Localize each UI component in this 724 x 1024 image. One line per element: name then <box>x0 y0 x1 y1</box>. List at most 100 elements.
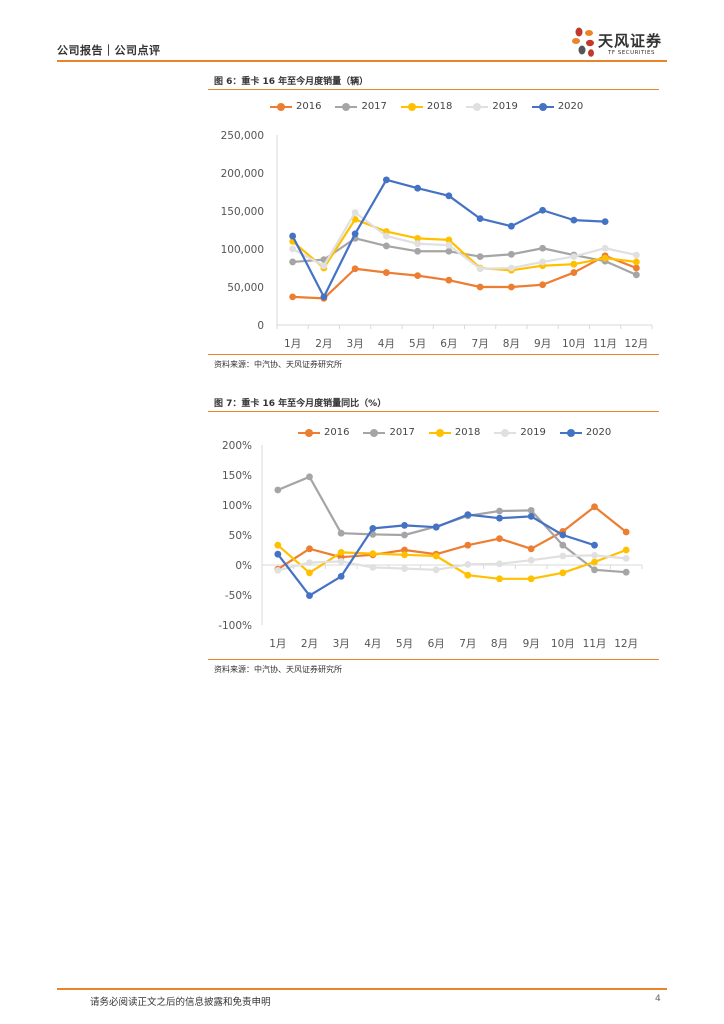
x-tick-label: 9月 <box>534 338 551 350</box>
x-tick-label: 12月 <box>624 338 648 350</box>
page-number: 4 <box>655 994 661 1004</box>
legend-item-2017: 2017 <box>335 101 387 112</box>
header-divider <box>57 60 667 62</box>
data-point-2017 <box>289 258 297 266</box>
data-point-2020 <box>527 513 535 520</box>
data-point-2020 <box>401 522 408 529</box>
chart-1-legend: 2016 2017 2018 2019 2020 <box>270 101 583 112</box>
y-tick-label: 0 <box>257 320 264 332</box>
x-tick-label: 11月 <box>593 338 617 350</box>
y-tick-label: 100% <box>222 500 252 512</box>
data-point-2016 <box>632 264 640 272</box>
data-point-2019 <box>306 559 313 566</box>
series-line-2019 <box>292 211 637 270</box>
legend-label: 2016 <box>296 101 322 112</box>
x-tick-label: 4月 <box>364 638 381 650</box>
legend-item-2018: 2018 <box>400 101 453 112</box>
legend-item-2016: 2016 <box>298 427 349 438</box>
data-point-2019 <box>369 564 377 571</box>
legend-swatch-icon <box>559 428 582 438</box>
figure-6-title: 图 6：重卡 16 年至今月度销量（辆） <box>214 77 369 87</box>
legend-label: 2020 <box>557 101 584 112</box>
data-point-2018 <box>414 234 422 242</box>
x-tick-label: 1月 <box>269 638 286 650</box>
data-point-2019 <box>351 209 359 216</box>
y-tick-label: 50,000 <box>227 282 264 294</box>
data-point-2018 <box>591 558 598 566</box>
legend-label: 2016 <box>324 427 350 438</box>
data-point-2017 <box>382 242 390 250</box>
series-line-2017 <box>277 475 627 574</box>
data-point-2018 <box>274 541 282 549</box>
x-tick-label: 3月 <box>347 338 364 350</box>
legend-item-2020: 2020 <box>559 427 612 438</box>
data-point-2016 <box>527 545 535 553</box>
legend-label: 2019 <box>520 427 546 438</box>
data-point-2019 <box>601 244 609 252</box>
data-point-2017 <box>496 507 503 515</box>
monthly-sales-chart: 0 50,000 100,000 150,000 200,000 250,000 1月 2月 3… <box>221 130 653 350</box>
data-point-2018 <box>306 569 313 577</box>
data-point-2020 <box>432 523 440 531</box>
data-point-2017 <box>527 507 535 514</box>
figure-6-bottom-rule <box>208 354 659 355</box>
data-point-2019 <box>559 552 567 560</box>
figure-6-rule <box>208 89 659 90</box>
data-point-2019 <box>289 245 297 253</box>
data-point-2017 <box>591 566 598 574</box>
x-tick-label: 11月 <box>583 638 607 650</box>
data-point-2018 <box>337 549 345 556</box>
data-point-2017 <box>507 250 515 258</box>
legend-label: 2020 <box>585 427 612 438</box>
figure-7-rule <box>208 411 659 412</box>
x-tick-label: 10月 <box>562 338 586 350</box>
data-point-2016 <box>382 269 390 276</box>
data-point-2018 <box>445 236 453 244</box>
y-tick-label: -50% <box>225 590 252 602</box>
x-tick-label: 8月 <box>491 638 508 650</box>
data-point-2020 <box>507 222 515 230</box>
data-point-2019 <box>622 555 630 562</box>
data-point-2020 <box>476 215 484 222</box>
data-point-2017 <box>559 541 567 549</box>
legend-label: 2018 <box>426 101 453 112</box>
figure-6-source: 资料来源：中汽协、天风证券研究所 <box>214 360 342 369</box>
data-point-2019 <box>274 567 282 574</box>
data-point-2016 <box>591 503 598 511</box>
data-point-2016 <box>464 541 472 549</box>
legend-swatch-icon <box>298 428 320 438</box>
data-point-2020 <box>559 531 567 539</box>
data-point-2019 <box>476 265 484 273</box>
data-point-2019 <box>496 560 503 568</box>
legend-swatch-icon <box>531 102 554 112</box>
figure-7-title: 图 7：重卡 16 年至今月度销量同比（%） <box>214 399 387 409</box>
y-tick-label: 100,000 <box>221 244 264 256</box>
data-point-2016 <box>622 528 630 536</box>
data-point-2019 <box>382 232 390 240</box>
data-point-2019 <box>401 565 408 572</box>
logo-name-cn: 天风证券 <box>598 32 663 50</box>
x-tick-label: 1月 <box>284 338 301 350</box>
series-line-2019 <box>277 554 627 572</box>
data-point-2018 <box>351 215 359 223</box>
legend-swatch-icon <box>400 102 423 112</box>
data-point-2019 <box>337 558 345 565</box>
legend-swatch-icon <box>270 102 292 112</box>
data-point-2018 <box>432 552 440 560</box>
data-point-2019 <box>320 262 328 270</box>
footer-disclaimer: 请务必阅读正文之后的信息披露和免责申明 <box>90 997 271 1008</box>
legend-label: 2019 <box>492 101 518 112</box>
legend-swatch-icon <box>335 102 358 112</box>
x-tick-label: 5月 <box>396 638 413 650</box>
legend-label: 2017 <box>389 427 415 438</box>
data-point-2020 <box>274 550 282 558</box>
data-point-2019 <box>570 253 578 260</box>
y-tick-label: -100% <box>218 620 252 632</box>
data-point-2017 <box>337 529 345 537</box>
x-tick-label: 12月 <box>614 638 638 650</box>
data-point-2019 <box>507 264 515 272</box>
legend-swatch-icon <box>494 428 517 438</box>
data-point-2018 <box>601 254 609 262</box>
data-point-2018 <box>369 550 377 557</box>
data-point-2019 <box>632 251 640 259</box>
